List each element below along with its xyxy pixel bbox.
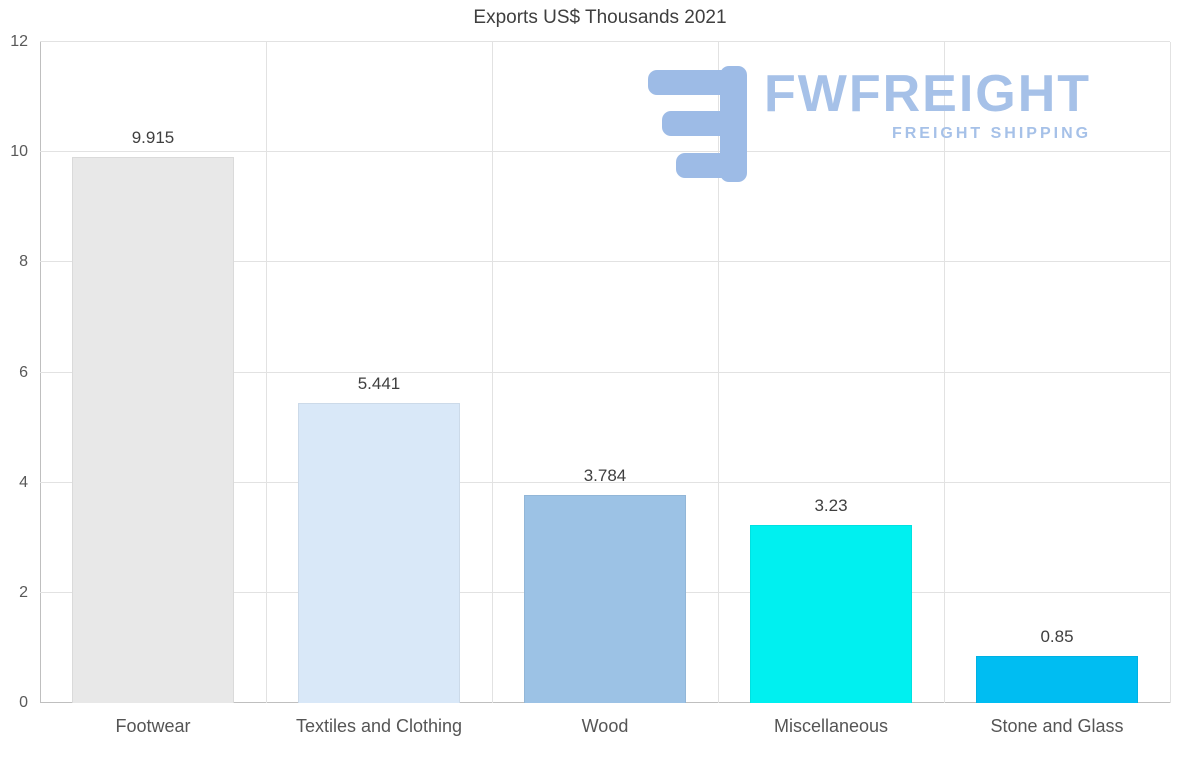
- y-tick-label: 8: [19, 253, 28, 271]
- x-tick-label: Textiles and Clothing: [295, 715, 463, 736]
- chart-title: Exports US$ Thousands 2021: [473, 7, 727, 28]
- bar-column: 3.23: [718, 42, 944, 703]
- y-tick-label: 2: [19, 583, 28, 601]
- gridline-h: [40, 41, 1170, 42]
- bar: [71, 156, 235, 703]
- y-axis-ticks: 0 2 4 6 8 10 12: [0, 33, 34, 711]
- bar-value-label: 5.441: [357, 374, 401, 394]
- gridline-h: [40, 261, 1170, 263]
- bar-column: 0.85: [944, 42, 1170, 703]
- brand-tagline: FREIGHT SHIPPING: [891, 125, 1092, 143]
- y-tick-label: 6: [19, 363, 28, 381]
- bar: [297, 403, 461, 703]
- y-tick-label: 4: [19, 473, 28, 491]
- watermark-logo: FWFREIGHT FREIGHT SHIPPING: [648, 65, 1092, 187]
- gridline-v: [266, 42, 267, 703]
- watermark-text: FWFREIGHT FREIGHT SHIPPING: [764, 65, 1092, 143]
- bar: [749, 525, 913, 703]
- y-tick-label: 12: [10, 33, 28, 50]
- bar-value-label: 3.784: [583, 465, 627, 485]
- y-tick-label: 0: [19, 694, 28, 711]
- bar-value-label: 9.915: [131, 127, 175, 147]
- gridline-v: [1170, 42, 1171, 703]
- bar-value-label: 3.23: [814, 496, 848, 516]
- gridline-v: [718, 42, 719, 703]
- bar-column: 9.915: [40, 42, 266, 703]
- y-tick-label: 10: [10, 143, 28, 161]
- gridline-v: [492, 42, 493, 703]
- y-axis-line: [40, 42, 41, 703]
- x-axis-labels: Footwear Textiles and Clothing Wood Miscell…: [40, 711, 1170, 741]
- plot-area: 9.915 5.441 3.784 3.23 0.85: [40, 41, 1171, 703]
- x-tick-label: Footwear: [115, 715, 191, 736]
- gridline-h: [40, 481, 1170, 483]
- brand-name: FWFREIGHT: [764, 65, 1092, 123]
- gridline-v: [944, 42, 945, 703]
- x-tick-label: Wood: [581, 715, 629, 736]
- gridline-h: [40, 151, 1170, 153]
- x-tick-label: Stone and Glass: [990, 715, 1124, 736]
- bar-column: 5.441: [266, 42, 492, 703]
- bar: [975, 656, 1139, 703]
- bar-column: 3.784: [492, 42, 718, 703]
- bar-value-label: 0.85: [1040, 627, 1074, 647]
- bar: [523, 494, 687, 703]
- gridline-h: [40, 371, 1170, 373]
- x-tick-label: Miscellaneous: [773, 715, 889, 736]
- fwfreight-logo-icon: [648, 66, 748, 187]
